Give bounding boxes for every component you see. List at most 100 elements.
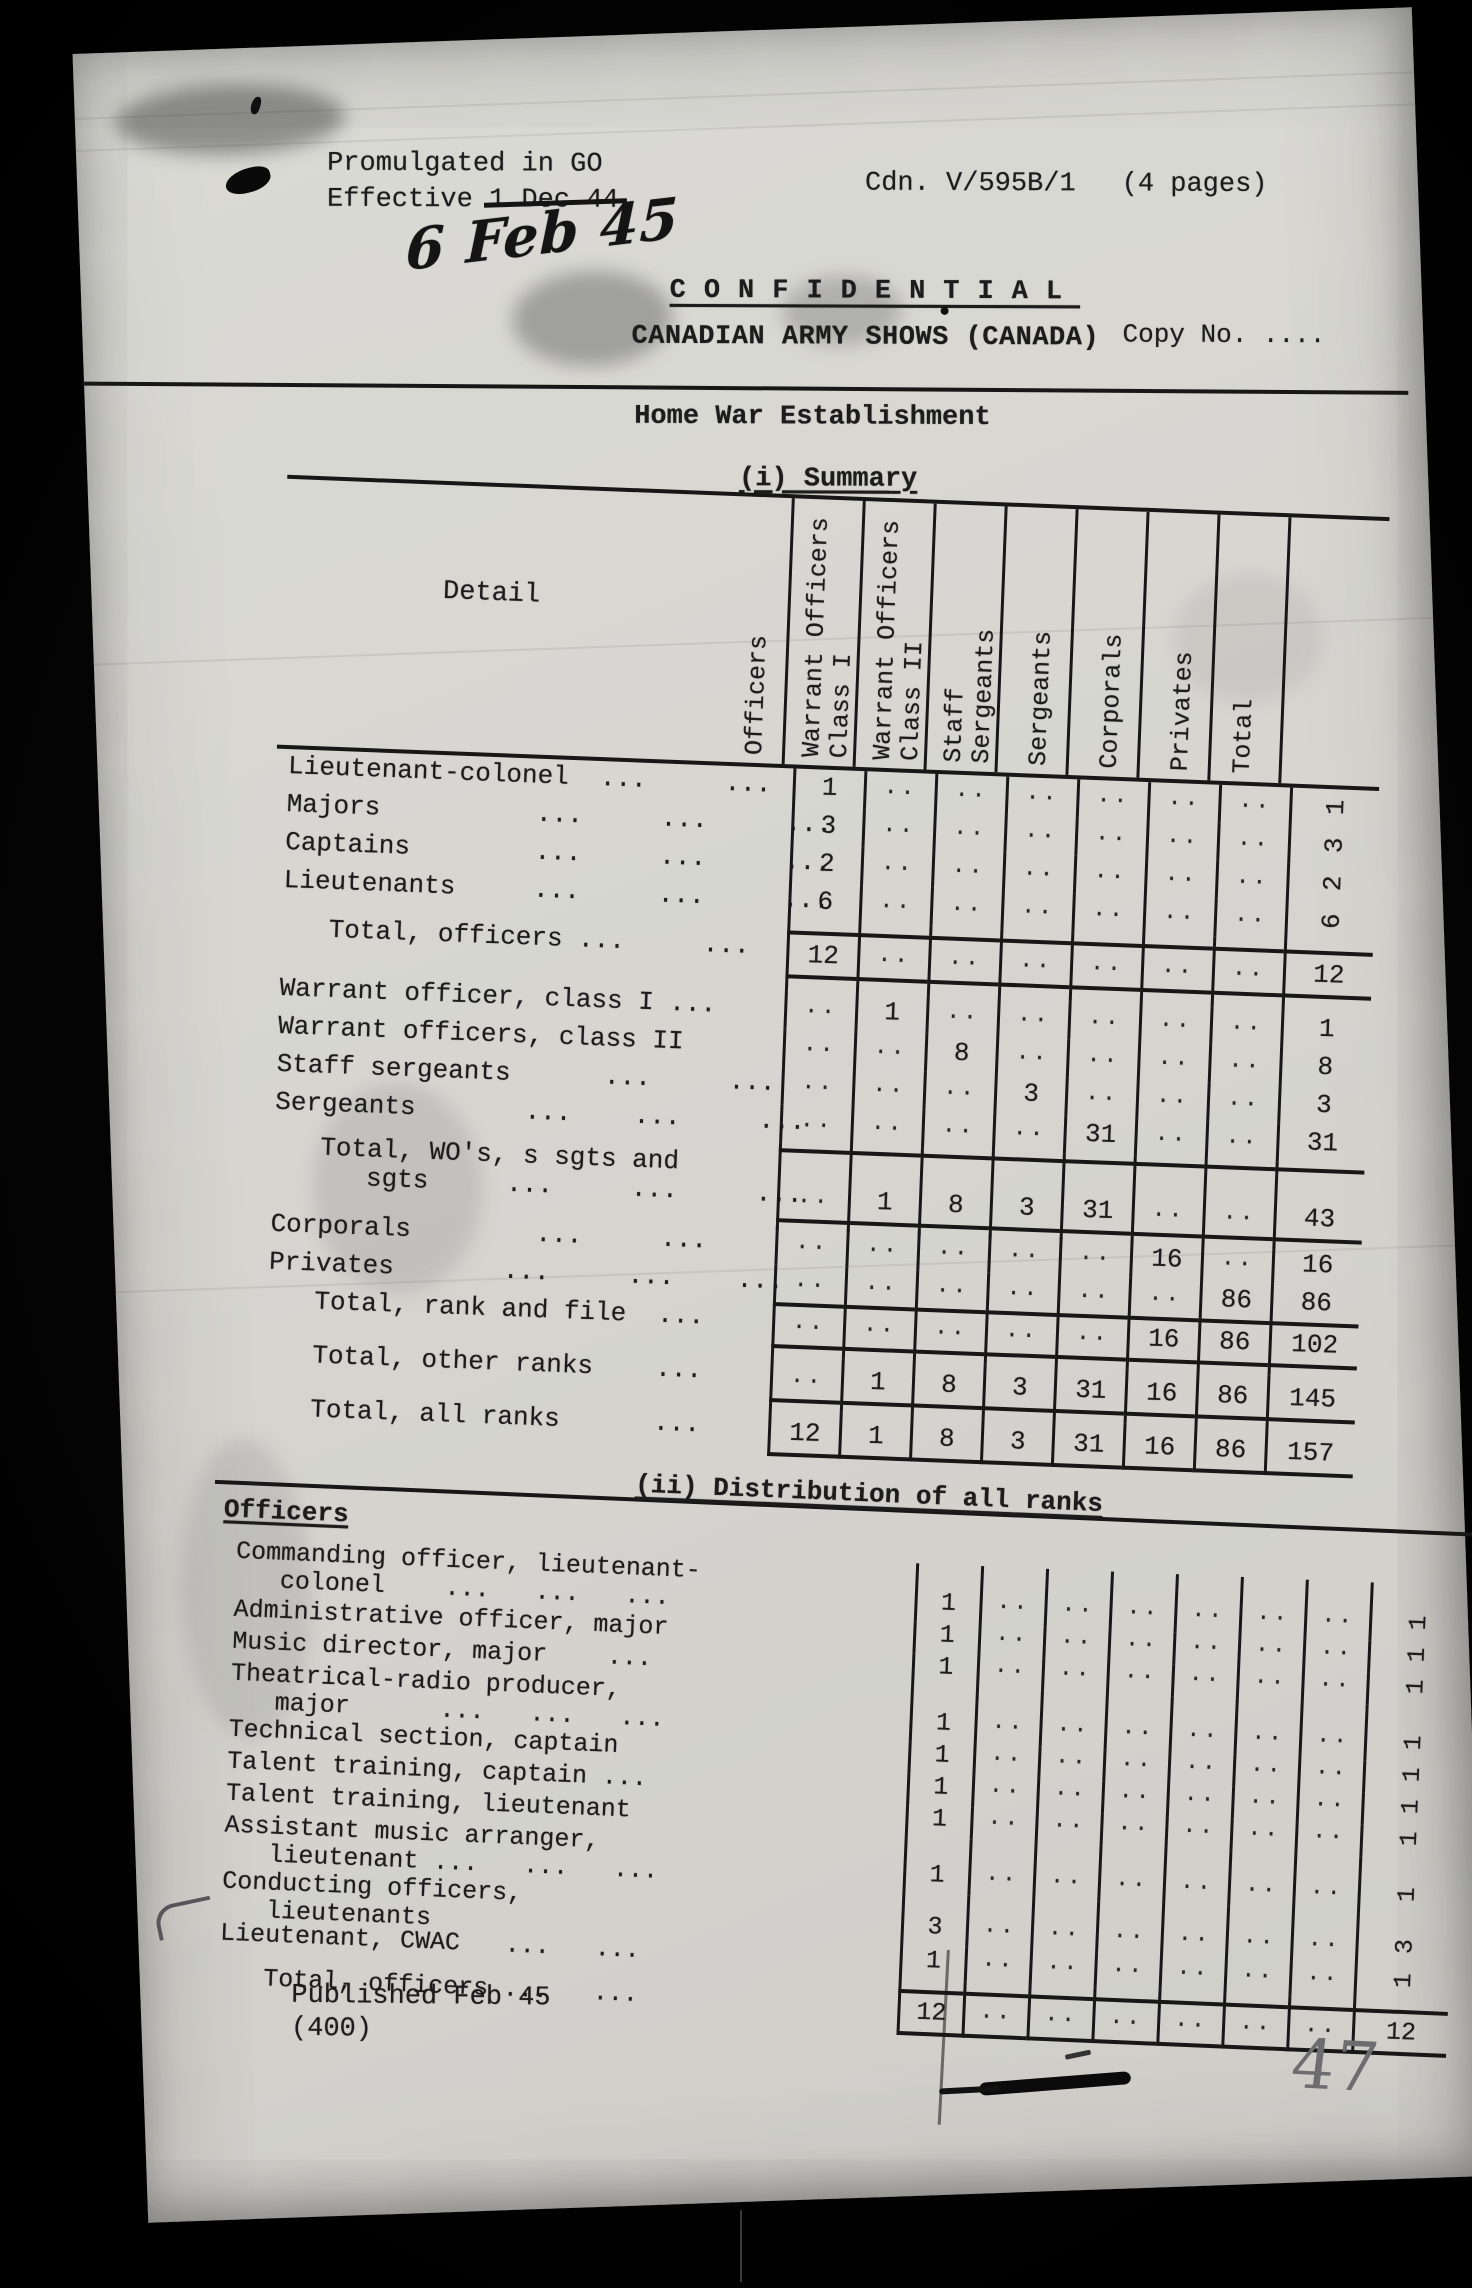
table-cell: .. bbox=[1043, 1568, 1112, 1630]
table-cell: 3 bbox=[900, 1892, 968, 1948]
table-cell: .. bbox=[1211, 946, 1284, 998]
table-cell: .. bbox=[783, 990, 856, 1031]
table-cell: 8 bbox=[923, 1033, 997, 1075]
table-cell: .. bbox=[1136, 1041, 1210, 1083]
rotated-total-value: 1 bbox=[1396, 1798, 1427, 1815]
rotated-column-label: Sergeants bbox=[1023, 630, 1058, 767]
distribution-table: Commanding officer, lieutenant- colonel … bbox=[205, 1534, 1466, 2058]
table-cell: 12 bbox=[785, 930, 859, 982]
table-cell: .. bbox=[1000, 890, 1073, 932]
table-cell: 16 bbox=[1121, 1423, 1195, 1473]
rotated-total-value: 1 bbox=[1397, 1766, 1428, 1783]
table-cell: .. bbox=[1072, 855, 1146, 896]
table-cell: 1 bbox=[854, 993, 927, 1034]
rotated-total-value: 2 bbox=[1318, 874, 1349, 892]
section-ii-heading: (ii) Distribution of all ranks bbox=[634, 1469, 1104, 1520]
summary-header-row: Detail Officers Warrant Officers Class I Wa… bbox=[276, 474, 1390, 791]
table-cell: 3 bbox=[981, 1364, 1055, 1413]
table-cell: .. bbox=[1004, 776, 1078, 818]
table-cell: .. bbox=[1146, 782, 1220, 823]
table-cell: .. bbox=[1158, 1955, 1225, 1993]
total-cell: 1 bbox=[1368, 1582, 1466, 1645]
rotated-total-value: 1 bbox=[1401, 1678, 1432, 1695]
table-cell: .. bbox=[1204, 1120, 1278, 1162]
officers-subheading: Officers bbox=[223, 1494, 350, 1530]
table-cell: .. bbox=[996, 998, 1069, 1040]
table-cell: .. bbox=[1103, 1693, 1171, 1753]
total-cell: 1 bbox=[1363, 1704, 1461, 1765]
table-cell: .. bbox=[963, 1946, 1031, 1985]
table-cell: 1 bbox=[904, 1804, 972, 1840]
table-cell: .. bbox=[779, 1104, 852, 1145]
table-cell: .. bbox=[842, 1304, 915, 1354]
table-cell: .. bbox=[769, 1356, 842, 1405]
doc-reference: Cdn. V/595B/1 bbox=[864, 168, 1076, 200]
table-cell: .. bbox=[933, 773, 1007, 815]
rotated-total-value: 1 bbox=[1404, 1614, 1434, 1632]
table-cell: .. bbox=[987, 1234, 1060, 1275]
table-cell: .. bbox=[782, 1028, 855, 1069]
total-cell: 1 bbox=[1280, 1009, 1371, 1051]
table-cell: .. bbox=[1201, 1164, 1276, 1242]
table-cell: 31 bbox=[1059, 1159, 1134, 1236]
table-cell: .. bbox=[852, 1030, 926, 1072]
table-cell: .. bbox=[991, 1112, 1065, 1154]
table-cell: .. bbox=[1065, 1039, 1139, 1080]
table-cell: .. bbox=[1223, 1957, 1290, 1996]
rotated-total-value: 1 bbox=[1389, 1972, 1419, 1989]
table-cell: .. bbox=[1071, 893, 1144, 934]
paper-sheet: Promulgated in GO Effective 1 Dec 44 6 F… bbox=[72, 7, 1472, 2223]
scan-artifact-line bbox=[740, 2210, 742, 2282]
table-cell: .. bbox=[1233, 1698, 1301, 1758]
handwritten-page-number: 47 bbox=[1286, 2025, 1383, 2109]
published-line: Published Feb 45 bbox=[291, 1980, 551, 2014]
total-cell: 1 bbox=[1288, 787, 1380, 829]
table-cell: .. bbox=[1138, 1003, 1211, 1045]
table-cell: .. bbox=[1303, 1579, 1371, 1641]
table-cell: .. bbox=[771, 1302, 844, 1351]
table-cell: 86 bbox=[1194, 1372, 1268, 1422]
section-i-heading: (i) Summary bbox=[738, 464, 918, 495]
table-cell: .. bbox=[861, 809, 934, 850]
table-cell: .. bbox=[1064, 1077, 1137, 1118]
total-cell: 1 bbox=[1367, 1640, 1464, 1677]
table-cell: .. bbox=[1288, 1960, 1355, 1998]
table-cell: .. bbox=[965, 1895, 1033, 1951]
table-cell: .. bbox=[978, 1566, 1047, 1627]
table-cell: .. bbox=[858, 885, 931, 926]
pages-note: (4 pages) bbox=[1121, 169, 1268, 201]
table-cell: .. bbox=[930, 849, 1004, 891]
table-cell: .. bbox=[1156, 1999, 1224, 2049]
total-cell: 3 bbox=[1277, 1085, 1368, 1127]
table-cell: .. bbox=[998, 938, 1072, 990]
table-cell: 16 bbox=[1129, 1239, 1202, 1281]
table-cell: .. bbox=[1213, 898, 1286, 940]
doc-reference-line: Cdn. V/595B/1 (4 pages) bbox=[865, 169, 1268, 200]
rotated-total-value: 3 bbox=[1319, 836, 1351, 854]
total-cell: 86 bbox=[1269, 1283, 1360, 1325]
table-cell: 3 bbox=[993, 1074, 1066, 1116]
table-cell: .. bbox=[1140, 943, 1213, 995]
table-cell: .. bbox=[1145, 820, 1218, 861]
table-cell: .. bbox=[1209, 1006, 1282, 1048]
ink-dot bbox=[940, 306, 949, 315]
total-cell: 1 bbox=[1356, 1856, 1455, 1917]
table-cell: 3 bbox=[988, 1156, 1063, 1234]
table-cell: .. bbox=[1097, 1845, 1165, 1904]
table-cell: .. bbox=[1235, 1664, 1303, 1702]
rotated-column-label: Total bbox=[1227, 698, 1260, 775]
table-cell: .. bbox=[1093, 1952, 1160, 1990]
table-cell: .. bbox=[860, 847, 933, 888]
table-cell: .. bbox=[1091, 1997, 1159, 2046]
table-cell: .. bbox=[1292, 1853, 1360, 1913]
table-cell: .. bbox=[1300, 1666, 1368, 1705]
table-cell: 3 bbox=[979, 1418, 1053, 1467]
table-cell: 8 bbox=[917, 1153, 992, 1231]
total-cell: 3 bbox=[1287, 825, 1378, 867]
table-cell: .. bbox=[973, 1687, 1041, 1747]
table-cell: .. bbox=[856, 933, 930, 984]
table-cell: .. bbox=[1200, 1242, 1273, 1284]
table-cell: .. bbox=[1133, 1117, 1207, 1159]
table-cell: .. bbox=[1028, 1949, 1096, 1988]
table-cell: .. bbox=[1105, 1658, 1173, 1697]
